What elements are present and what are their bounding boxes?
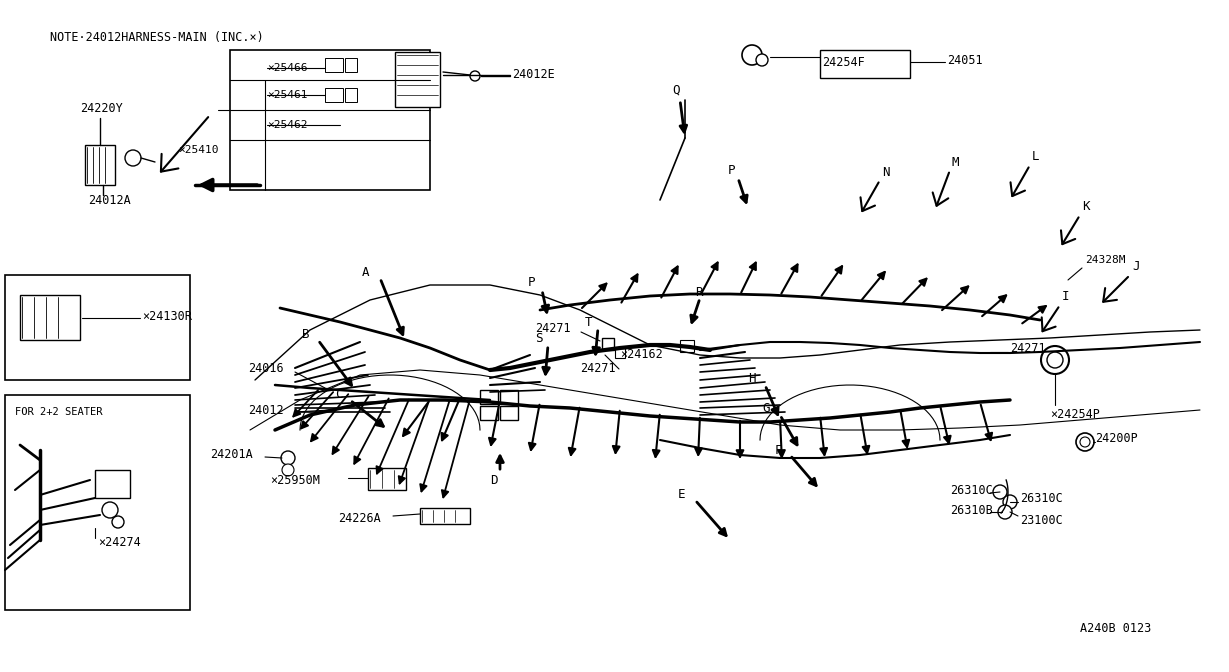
Text: A: A <box>363 265 370 278</box>
Text: N: N <box>882 165 890 179</box>
Circle shape <box>998 505 1011 519</box>
Text: Q: Q <box>672 83 680 97</box>
Text: 24200P: 24200P <box>1095 431 1138 444</box>
Circle shape <box>281 451 295 465</box>
Text: G: G <box>762 401 769 415</box>
Text: D: D <box>490 474 498 487</box>
Text: 24271: 24271 <box>1010 341 1046 355</box>
Bar <box>324 88 343 102</box>
Text: L: L <box>1032 151 1040 163</box>
Text: 23100C: 23100C <box>1020 513 1063 526</box>
Bar <box>500 390 517 404</box>
Text: T: T <box>585 315 592 329</box>
Text: M: M <box>952 155 960 169</box>
Bar <box>481 406 498 420</box>
Text: 24012E: 24012E <box>512 67 554 81</box>
Text: FOR 2+2 SEATER: FOR 2+2 SEATER <box>15 407 102 417</box>
Circle shape <box>1080 437 1090 447</box>
Bar <box>95 470 130 498</box>
Bar <box>420 508 469 524</box>
Text: J: J <box>1132 261 1139 274</box>
Text: S: S <box>535 331 542 345</box>
Bar <box>367 468 406 490</box>
Text: 24016: 24016 <box>248 362 284 374</box>
Text: A240B 0123: A240B 0123 <box>1080 622 1152 634</box>
Text: NOTE·24012HARNESS-MAIN (INC.×): NOTE·24012HARNESS-MAIN (INC.×) <box>50 32 264 44</box>
Text: 24226A: 24226A <box>338 511 381 525</box>
Text: 24220Y: 24220Y <box>80 101 123 114</box>
Text: ×25950M: ×25950M <box>270 474 320 487</box>
Text: 24328M: 24328M <box>1085 255 1126 265</box>
Text: I: I <box>1062 290 1069 304</box>
Text: C: C <box>336 388 343 401</box>
Text: E: E <box>678 489 686 501</box>
Circle shape <box>469 71 481 81</box>
Bar <box>5 275 190 380</box>
Bar <box>345 58 356 72</box>
Text: 24012: 24012 <box>248 403 284 417</box>
Bar <box>614 348 626 358</box>
Text: ×24274: ×24274 <box>98 536 141 548</box>
Circle shape <box>993 485 1007 499</box>
Circle shape <box>112 516 124 528</box>
Text: ×25410: ×25410 <box>178 145 219 155</box>
Text: 24201A: 24201A <box>210 448 253 462</box>
Text: 24012A: 24012A <box>88 194 130 206</box>
Bar <box>500 406 517 420</box>
Bar <box>481 390 498 404</box>
Text: 26310B: 26310B <box>950 503 993 517</box>
Bar <box>85 145 116 185</box>
Circle shape <box>742 45 762 65</box>
Text: ×24162: ×24162 <box>619 349 662 362</box>
Text: P: P <box>728 163 735 177</box>
Text: 26310C: 26310C <box>1020 491 1063 505</box>
Text: ×24130R: ×24130R <box>143 310 192 323</box>
Bar <box>20 295 80 340</box>
Text: B: B <box>302 329 310 341</box>
Text: ×25466: ×25466 <box>267 63 307 73</box>
Text: F: F <box>775 444 783 456</box>
Bar <box>395 52 440 107</box>
Circle shape <box>1041 346 1069 374</box>
Text: 24051: 24051 <box>948 54 983 67</box>
Circle shape <box>1047 352 1063 368</box>
Text: 26310C: 26310C <box>950 483 993 497</box>
Text: P: P <box>528 276 536 288</box>
Text: K: K <box>1082 200 1089 214</box>
Circle shape <box>1077 433 1094 451</box>
Bar <box>230 50 430 190</box>
Text: 24271: 24271 <box>535 321 570 335</box>
Circle shape <box>756 54 768 66</box>
Text: ×25462: ×25462 <box>267 120 307 130</box>
Bar <box>820 50 909 78</box>
Circle shape <box>1003 495 1018 509</box>
Bar <box>602 338 614 350</box>
Circle shape <box>281 464 294 476</box>
Bar <box>5 395 190 610</box>
Text: ×24254P: ×24254P <box>1050 409 1100 421</box>
Bar <box>680 340 694 352</box>
Text: ×25461: ×25461 <box>267 90 307 100</box>
Bar <box>345 88 356 102</box>
Circle shape <box>125 150 141 166</box>
Bar <box>324 58 343 72</box>
Text: 24254F: 24254F <box>822 56 865 69</box>
Text: R: R <box>696 286 703 298</box>
Text: 24271: 24271 <box>580 362 616 374</box>
Text: H: H <box>748 372 756 384</box>
Circle shape <box>102 502 118 518</box>
